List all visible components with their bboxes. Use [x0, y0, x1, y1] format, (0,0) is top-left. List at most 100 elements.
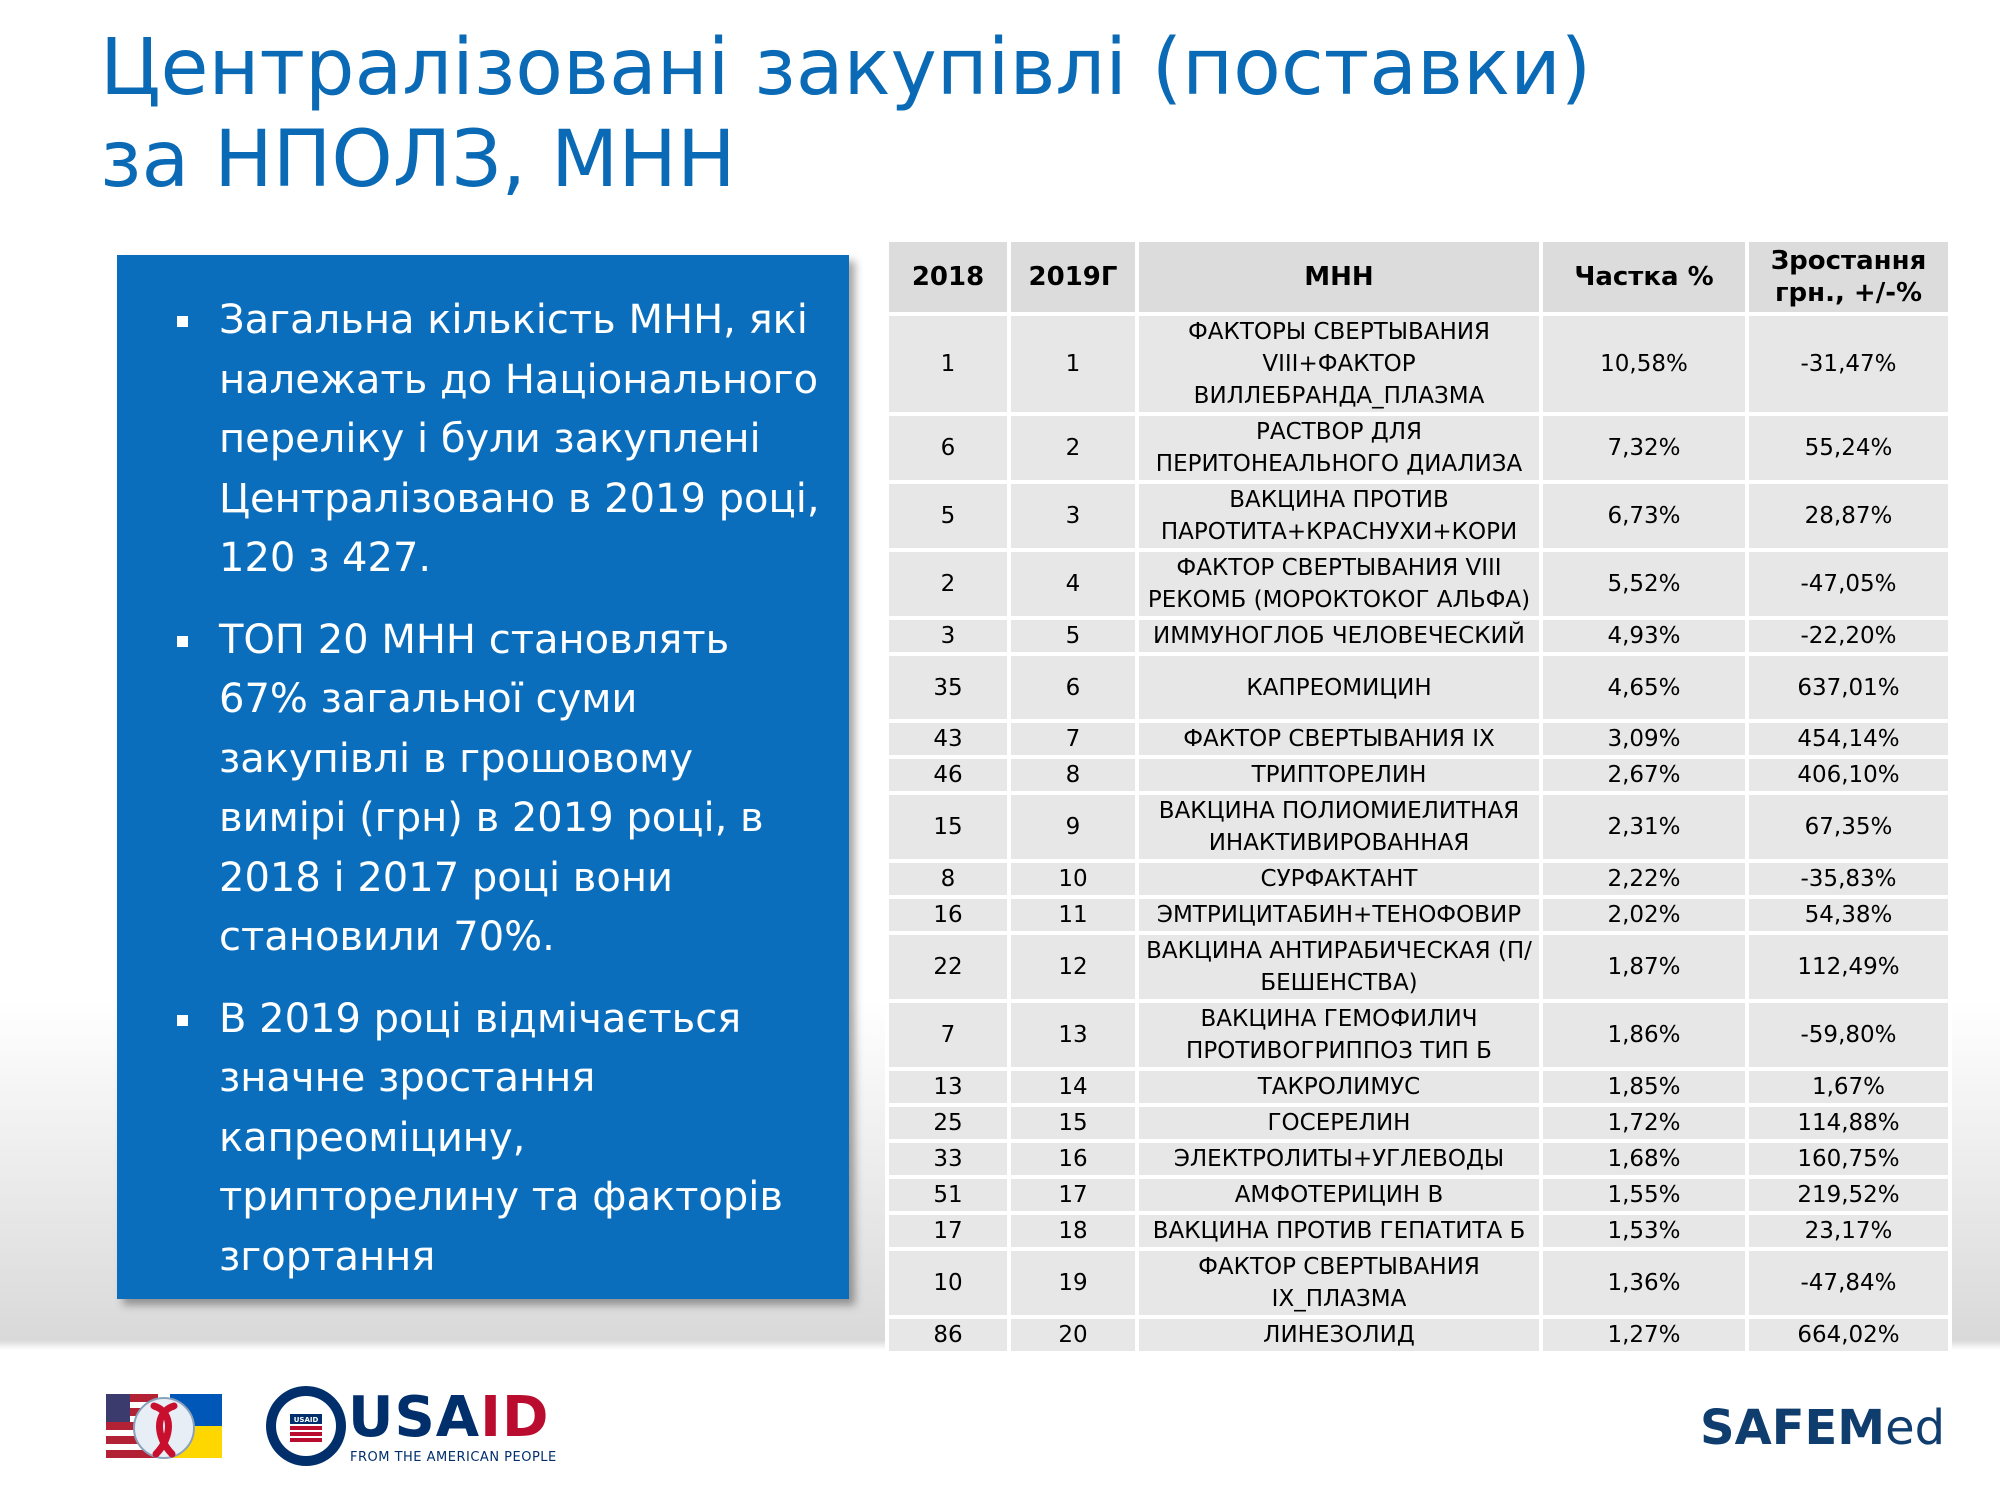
cell-rank-2018: 1: [885, 312, 1011, 416]
cell-inn-name: ВАКЦИНА ПРОТИВ ГЕПАТИТА Б: [1135, 1211, 1543, 1251]
table-row: 7 13 ВАКЦИНА ГЕМОФИЛИЧ ПРОТИВОГРИППОЗ ТИП …: [885, 999, 1952, 1071]
table-row: 3 5 ИММУНОГЛОБ ЧЕЛОВЕЧЕСКИЙ 4,93% -22,20%: [885, 616, 1952, 656]
cell-inn-name: АМФОТЕРИЦИН В: [1135, 1175, 1543, 1215]
cell-share: 3,09%: [1539, 719, 1749, 759]
cell-share: 4,65%: [1539, 652, 1749, 723]
cell-share: 1,27%: [1539, 1315, 1749, 1355]
cell-inn-name: ФАКТОР СВЕРТЫВАНИЯ IX_ПЛАЗМА: [1135, 1247, 1543, 1319]
cell-share: 1,85%: [1539, 1067, 1749, 1107]
top20-inn-table: 2018 2019Г МНН Частка % Зростання грн., …: [885, 238, 1952, 1355]
table-row: 15 9 ВАКЦИНА ПОЛИОМИЕЛИТНАЯ ИНАКТИВИРОВАНН…: [885, 791, 1952, 863]
cell-rank-2018: 35: [885, 652, 1011, 723]
cell-rank-2018: 6: [885, 412, 1011, 484]
usaid-seal-icon: USAID: [266, 1386, 346, 1466]
cell-share: 2,02%: [1539, 895, 1749, 935]
cell-inn-name: ТРИПТОРЕЛИН: [1135, 755, 1543, 795]
cell-rank-2018: 43: [885, 719, 1011, 759]
footer: USAID USAID FROM THE AMERICAN PEOPLE SAF…: [0, 1350, 2000, 1500]
cell-rank-2018: 3: [885, 616, 1011, 656]
cell-inn-name: РАСТВОР ДЛЯ ПЕРИТОНЕАЛЬНОГО ДИАЛИЗА: [1135, 412, 1543, 484]
header-share: Частка %: [1539, 238, 1749, 316]
table-row: 1 1 ФАКТОРЫ СВЕРТЫВАНИЯ VIII+ФАКТОР ВИЛЛЕБ…: [885, 312, 1952, 416]
bullet-square-icon: [177, 635, 188, 647]
cell-growth: 454,14%: [1745, 719, 1952, 759]
cell-rank-2018: 7: [885, 999, 1011, 1071]
cell-rank-2018: 16: [885, 895, 1011, 935]
cell-inn-name: ВАКЦИНА ГЕМОФИЛИЧ ПРОТИВОГРИППОЗ ТИП Б: [1135, 999, 1543, 1071]
cell-rank-2018: 46: [885, 755, 1011, 795]
cell-rank-2019: 15: [1007, 1103, 1139, 1143]
cell-growth: 664,02%: [1745, 1315, 1952, 1355]
bullet-item: ТОП 20 МНН становлять 67% загальної суми…: [177, 611, 829, 968]
cell-share: 1,72%: [1539, 1103, 1749, 1143]
table-row: 6 2 РАСТВОР ДЛЯ ПЕРИТОНЕАЛЬНОГО ДИАЛИЗА 7,3…: [885, 412, 1952, 484]
cell-rank-2018: 17: [885, 1211, 1011, 1251]
cell-inn-name: ФАКТОРЫ СВЕРТЫВАНИЯ VIII+ФАКТОР ВИЛЛЕБРА…: [1135, 312, 1543, 416]
cell-rank-2019: 13: [1007, 999, 1139, 1071]
cell-rank-2018: 25: [885, 1103, 1011, 1143]
cell-growth: 23,17%: [1745, 1211, 1952, 1251]
cell-growth: -47,05%: [1745, 548, 1952, 620]
cell-growth: 160,75%: [1745, 1139, 1952, 1179]
cell-share: 7,32%: [1539, 412, 1749, 484]
cell-growth: 114,88%: [1745, 1103, 1952, 1143]
cell-share: 2,31%: [1539, 791, 1749, 863]
cell-rank-2018: 8: [885, 859, 1011, 899]
table-row: 46 8 ТРИПТОРЕЛИН 2,67% 406,10%: [885, 755, 1952, 795]
cell-rank-2019: 20: [1007, 1315, 1139, 1355]
cell-rank-2019: 1: [1007, 312, 1139, 416]
cell-growth: 54,38%: [1745, 895, 1952, 935]
bullet-square-icon: [177, 1014, 188, 1026]
cell-inn-name: ТАКРОЛИМУС: [1135, 1067, 1543, 1107]
usaid-wordmark: USAID: [348, 1390, 549, 1446]
cell-inn-name: ЛИНЕЗОЛИД: [1135, 1315, 1543, 1355]
usaid-tagline: FROM THE AMERICAN PEOPLE: [350, 1450, 557, 1465]
safemed-logo-main: SAFEM: [1700, 1400, 1886, 1456]
cell-growth: -31,47%: [1745, 312, 1952, 416]
cell-growth: 219,52%: [1745, 1175, 1952, 1215]
bullet-text: В 2019 році відмічається значне зростанн…: [219, 995, 783, 1280]
cell-share: 2,67%: [1539, 755, 1749, 795]
cell-rank-2019: 10: [1007, 859, 1139, 899]
cell-rank-2019: 14: [1007, 1067, 1139, 1107]
cell-rank-2018: 51: [885, 1175, 1011, 1215]
cell-rank-2019: 7: [1007, 719, 1139, 759]
cell-rank-2018: 2: [885, 548, 1011, 620]
cell-inn-name: ВАКЦИНА ПРОТИВ ПАРОТИТА+КРАСНУХИ+КОРИ: [1135, 480, 1543, 552]
usaid-wordmark-usa: USA: [348, 1385, 481, 1450]
header-2019: 2019Г: [1007, 238, 1139, 316]
cell-growth: 637,01%: [1745, 652, 1952, 723]
table-row: 8 10 СУРФАКТАНТ 2,22% -35,83%: [885, 859, 1952, 899]
slide-title: Централізовані закупівлі (поставки) за Н…: [100, 23, 1592, 205]
cell-growth: 112,49%: [1745, 931, 1952, 1003]
summary-bullet-list: Загальна кількість МНН, які належать до …: [117, 255, 849, 1287]
summary-box: Загальна кількість МНН, які належать до …: [117, 255, 849, 1299]
table-body: 1 1 ФАКТОРЫ СВЕРТЫВАНИЯ VIII+ФАКТОР ВИЛЛЕБ…: [885, 312, 1952, 1355]
cell-inn-name: ЭМТРИЦИТАБИН+ТЕНОФОВИР: [1135, 895, 1543, 935]
table-row: 5 3 ВАКЦИНА ПРОТИВ ПАРОТИТА+КРАСНУХИ+КОРИ 6…: [885, 480, 1952, 552]
cell-growth: -35,83%: [1745, 859, 1952, 899]
header-growth: Зростання грн., +/-%: [1745, 238, 1952, 316]
cell-inn-name: КАПРЕОМИЦИН: [1135, 652, 1543, 723]
usaid-seal-label: USAID: [294, 1416, 319, 1424]
cell-share: 1,36%: [1539, 1247, 1749, 1319]
bullet-square-icon: [177, 316, 188, 327]
cell-inn-name: ИММУНОГЛОБ ЧЕЛОВЕЧЕСКИЙ: [1135, 616, 1543, 656]
cell-rank-2019: 4: [1007, 548, 1139, 620]
cell-rank-2019: 19: [1007, 1247, 1139, 1319]
cell-rank-2019: 18: [1007, 1211, 1139, 1251]
cell-share: 1,53%: [1539, 1211, 1749, 1251]
cell-inn-name: ЭЛЕКТРОЛИТЫ+УГЛЕВОДЫ: [1135, 1139, 1543, 1179]
bullet-text: Загальна кількість МНН, які належать до …: [219, 297, 820, 581]
cell-inn-name: ФАКТОР СВЕРТЫВАНИЯ VIII РЕКОМБ (МОРОКТОК…: [1135, 548, 1543, 620]
cell-rank-2019: 5: [1007, 616, 1139, 656]
cell-rank-2019: 17: [1007, 1175, 1139, 1215]
cell-share: 1,87%: [1539, 931, 1749, 1003]
cell-growth: -47,84%: [1745, 1247, 1952, 1319]
cell-inn-name: ВАКЦИНА АНТИРАБИЧЕСКАЯ (П/БЕШЕНСТВА): [1135, 931, 1543, 1003]
partner-flags-ribbon-logo: [106, 1394, 222, 1459]
cell-share: 5,52%: [1539, 548, 1749, 620]
cell-rank-2019: 6: [1007, 652, 1139, 723]
cell-growth: 67,35%: [1745, 791, 1952, 863]
cell-rank-2019: 9: [1007, 791, 1139, 863]
